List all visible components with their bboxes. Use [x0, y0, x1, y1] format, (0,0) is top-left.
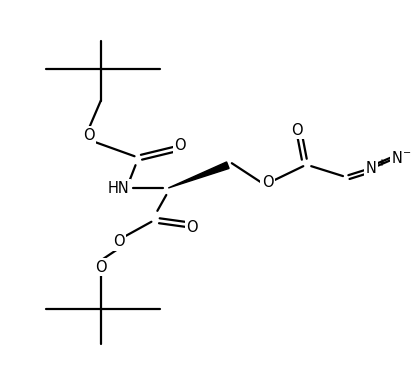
Text: +: + [376, 158, 384, 168]
Text: O: O [291, 123, 302, 138]
Text: O: O [113, 234, 124, 249]
Text: −: − [401, 148, 410, 158]
Text: N: N [364, 161, 375, 176]
Text: N: N [390, 151, 401, 166]
Text: O: O [261, 175, 273, 189]
Text: O: O [174, 138, 185, 153]
Text: HN: HN [107, 181, 129, 195]
Text: O: O [186, 220, 197, 235]
Text: O: O [83, 128, 95, 143]
Text: O: O [95, 260, 106, 275]
Polygon shape [168, 162, 228, 188]
